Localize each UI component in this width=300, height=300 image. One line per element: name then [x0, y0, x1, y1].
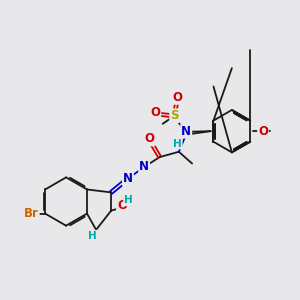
Text: N: N — [123, 172, 133, 185]
Text: H: H — [124, 195, 133, 205]
Text: N: N — [139, 160, 149, 173]
Text: S: S — [170, 109, 179, 122]
Text: O: O — [150, 106, 160, 119]
Text: O: O — [173, 91, 183, 104]
Text: N: N — [181, 125, 191, 138]
Text: O: O — [144, 132, 154, 145]
Text: O: O — [258, 125, 268, 138]
Text: Br: Br — [24, 207, 39, 220]
Text: H: H — [88, 231, 97, 241]
Text: H: H — [173, 139, 182, 148]
Text: O: O — [117, 199, 127, 212]
